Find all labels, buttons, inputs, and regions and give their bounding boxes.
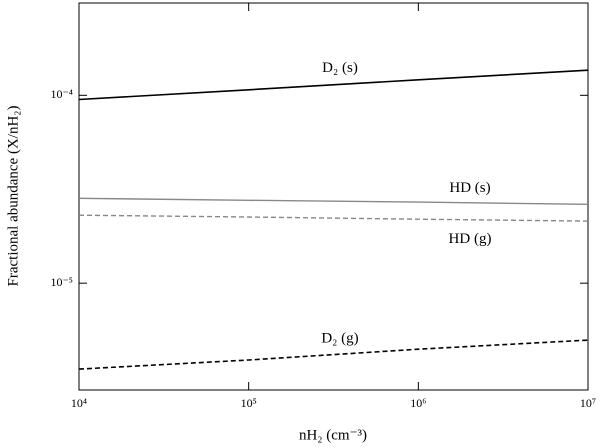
series-label: HD (s) [449, 180, 490, 196]
plot-frame [78, 2, 589, 391]
y-tick-label: 10⁻⁵ [50, 275, 73, 289]
series-label: D₂ (g) [321, 331, 358, 347]
series-line [78, 69, 589, 101]
x-tick-label: 10⁵ [241, 396, 257, 410]
x-tick-label: 10⁶ [410, 396, 426, 410]
series-label: D₂ (s) [322, 60, 358, 76]
series-label: HD (g) [449, 231, 492, 247]
series-line [78, 214, 589, 222]
x-axis-label: nH₂ (cm⁻³) [299, 427, 367, 443]
x-tick-label: 10⁴ [71, 396, 87, 410]
series-line [78, 197, 589, 205]
series-line [78, 339, 589, 370]
y-axis-label: Fractional abundance (X/nH₂) [5, 105, 21, 286]
x-tick-label: 10⁷ [580, 396, 596, 410]
y-tick-label: 10⁻⁴ [50, 87, 73, 101]
